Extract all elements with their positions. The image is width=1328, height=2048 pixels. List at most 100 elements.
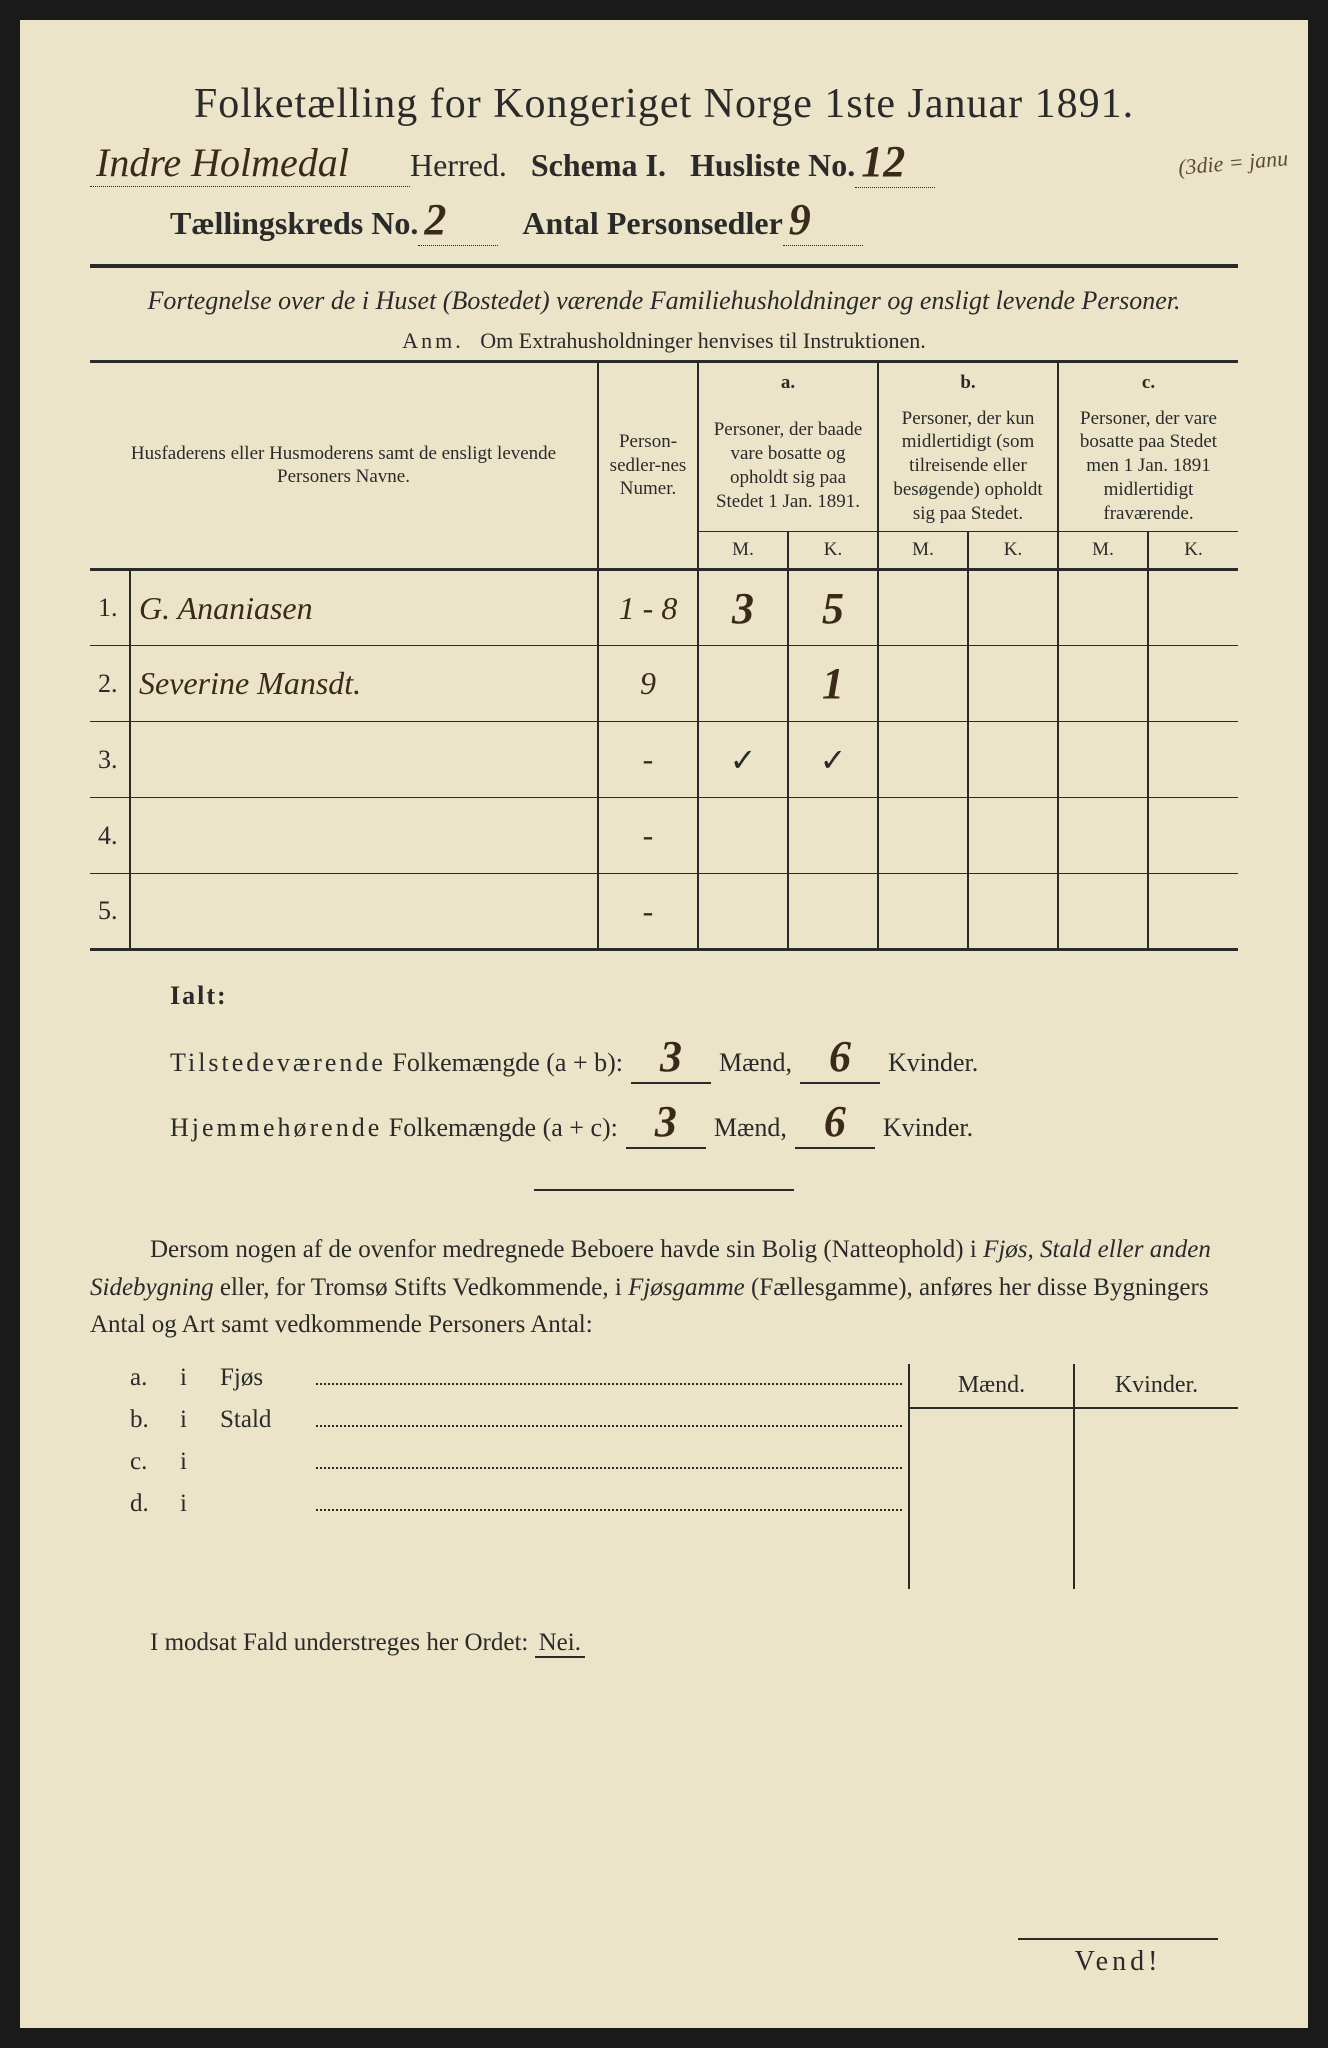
side-row-dots xyxy=(316,1383,902,1385)
row-a-m xyxy=(698,798,788,874)
herred-label: Herred. xyxy=(410,147,507,184)
side-row: d.i xyxy=(130,1490,908,1518)
row-personseddel-num: 1 - 8 xyxy=(598,570,698,646)
side-row-i: i xyxy=(180,1364,220,1392)
row-number: 4. xyxy=(90,798,130,874)
ialt-maend: Mænd, xyxy=(719,1048,792,1078)
main-table: Husfaderens eller Husmoderens samt de en… xyxy=(90,360,1238,951)
row-personseddel-num: - xyxy=(598,874,698,950)
ialt-section: Ialt: Tilstedeværende Folkemængde (a + b… xyxy=(90,981,1238,1149)
row-b-k xyxy=(968,646,1058,722)
side-row-i: i xyxy=(180,1406,220,1434)
side-right: Mænd. Kvinder. xyxy=(908,1364,1238,1589)
table-row: 1.G. Ananiasen1 - 835 xyxy=(90,570,1238,646)
ialt2-label: Hjemmehørende xyxy=(170,1113,382,1143)
row-personseddel-num: 9 xyxy=(598,646,698,722)
row-a-k: 1 xyxy=(788,646,878,722)
ialt2-m: 3 xyxy=(626,1096,706,1149)
side-table: a.iFjøsb.iStaldc.id.i Mænd. Kvinder. xyxy=(90,1364,1238,1589)
row-personseddel-num: - xyxy=(598,722,698,798)
side-row: b.iStald xyxy=(130,1406,908,1434)
ialt-kvinder: Kvinder. xyxy=(888,1048,978,1078)
col-a-m: M. xyxy=(698,532,788,570)
col-c-head: c. xyxy=(1058,361,1238,400)
schema-label: Schema I. xyxy=(531,147,666,184)
row-name xyxy=(130,874,598,950)
col-header-num: Person-sedler-nes Numer. xyxy=(598,361,698,569)
side-row-i: i xyxy=(180,1448,220,1476)
side-row: a.iFjøs xyxy=(130,1364,908,1392)
row-c-k xyxy=(1148,798,1238,874)
ialt2-label2: Folkemængde (a + c): xyxy=(389,1113,618,1143)
row-c-m xyxy=(1058,646,1148,722)
ialt-maend2: Mænd, xyxy=(714,1113,787,1143)
herred-handwritten: Indre Holmedal xyxy=(90,139,410,187)
anm-prefix: Anm. xyxy=(402,328,464,353)
row-c-m xyxy=(1058,570,1148,646)
col-b-text: Personer, der kun midlertidigt (som tilr… xyxy=(878,401,1058,532)
table-row: 3.-✓✓ xyxy=(90,722,1238,798)
col-b-m: M. xyxy=(878,532,968,570)
side-kvinder: Kvinder. xyxy=(1075,1364,1238,1407)
side-row-i: i xyxy=(180,1490,220,1518)
row-c-k xyxy=(1148,722,1238,798)
col-b-head: b. xyxy=(878,361,1058,400)
side-row-dots xyxy=(316,1467,902,1469)
side-maend-col xyxy=(910,1409,1075,1589)
census-form-page: Folketælling for Kongeriget Norge 1ste J… xyxy=(20,20,1308,2028)
ialt1-m: 3 xyxy=(631,1031,711,1084)
ialt-kvinder2: Kvinder. xyxy=(883,1113,973,1143)
row-b-k xyxy=(968,570,1058,646)
col-a-text: Personer, der baade vare bosatte og opho… xyxy=(698,401,878,532)
row-personseddel-num: - xyxy=(598,798,698,874)
husliste-no-handwritten: 12 xyxy=(855,136,935,188)
row-b-m xyxy=(878,570,968,646)
nei-word: Nei. xyxy=(535,1629,585,1658)
col-c-m: M. xyxy=(1058,532,1148,570)
kreds-no-handwritten: 2 xyxy=(418,194,498,246)
row-a-m xyxy=(698,646,788,722)
ialt-title: Ialt: xyxy=(170,981,1238,1011)
row-b-k xyxy=(968,874,1058,950)
nei-text: I modsat Fald understreges her Ordet: xyxy=(150,1629,528,1656)
col-b-k: K. xyxy=(968,532,1058,570)
table-row: 4. - xyxy=(90,798,1238,874)
side-row-word: Stald xyxy=(220,1406,310,1434)
col-c-text: Personer, der vare bosatte paa Stedet me… xyxy=(1058,401,1238,532)
side-paragraph: Dersom nogen af de ovenfor medregnede Be… xyxy=(90,1231,1238,1344)
side-left: a.iFjøsb.iStaldc.id.i xyxy=(90,1364,908,1589)
side-right-header: Mænd. Kvinder. xyxy=(910,1364,1238,1409)
anm-text: Om Extrahusholdninger henvises til Instr… xyxy=(480,328,925,353)
row-b-m xyxy=(878,798,968,874)
row-number: 1. xyxy=(90,570,130,646)
row-c-m xyxy=(1058,722,1148,798)
ialt1-label: Tilstedeværende xyxy=(170,1048,386,1078)
ialt-line-1: Tilstedeværende Folkemængde (a + b): 3 M… xyxy=(170,1031,1238,1084)
row-name xyxy=(130,798,598,874)
side-row-label: b. xyxy=(130,1406,180,1434)
row-b-m xyxy=(878,722,968,798)
row-c-k xyxy=(1148,874,1238,950)
row-c-k xyxy=(1148,570,1238,646)
antal-handwritten: 9 xyxy=(783,194,863,246)
row-name xyxy=(130,722,598,798)
side-row-dots xyxy=(316,1509,902,1511)
ialt1-label2: Folkemængde (a + b): xyxy=(392,1048,623,1078)
row-b-k xyxy=(968,722,1058,798)
footer-vend: Vend! xyxy=(1018,1938,1218,1978)
row-name: G. Ananiasen xyxy=(130,570,598,646)
table-row: 2.Severine Mansdt.91 xyxy=(90,646,1238,722)
ialt1-k: 6 xyxy=(800,1031,880,1084)
row-b-k xyxy=(968,798,1058,874)
husliste-label: Husliste No. xyxy=(690,147,855,184)
row-c-m xyxy=(1058,798,1148,874)
row-name: Severine Mansdt. xyxy=(130,646,598,722)
col-header-names: Husfaderens eller Husmoderens samt de en… xyxy=(90,361,598,569)
row-a-m: ✓ xyxy=(698,722,788,798)
subtitle: Fortegnelse over de i Huset (Bostedet) v… xyxy=(90,284,1238,318)
row-number: 5. xyxy=(90,874,130,950)
rule xyxy=(90,264,1238,268)
side-row-label: d. xyxy=(130,1490,180,1518)
row-a-k: 5 xyxy=(788,570,878,646)
nei-line: I modsat Fald understreges her Ordet: Ne… xyxy=(90,1629,1238,1657)
